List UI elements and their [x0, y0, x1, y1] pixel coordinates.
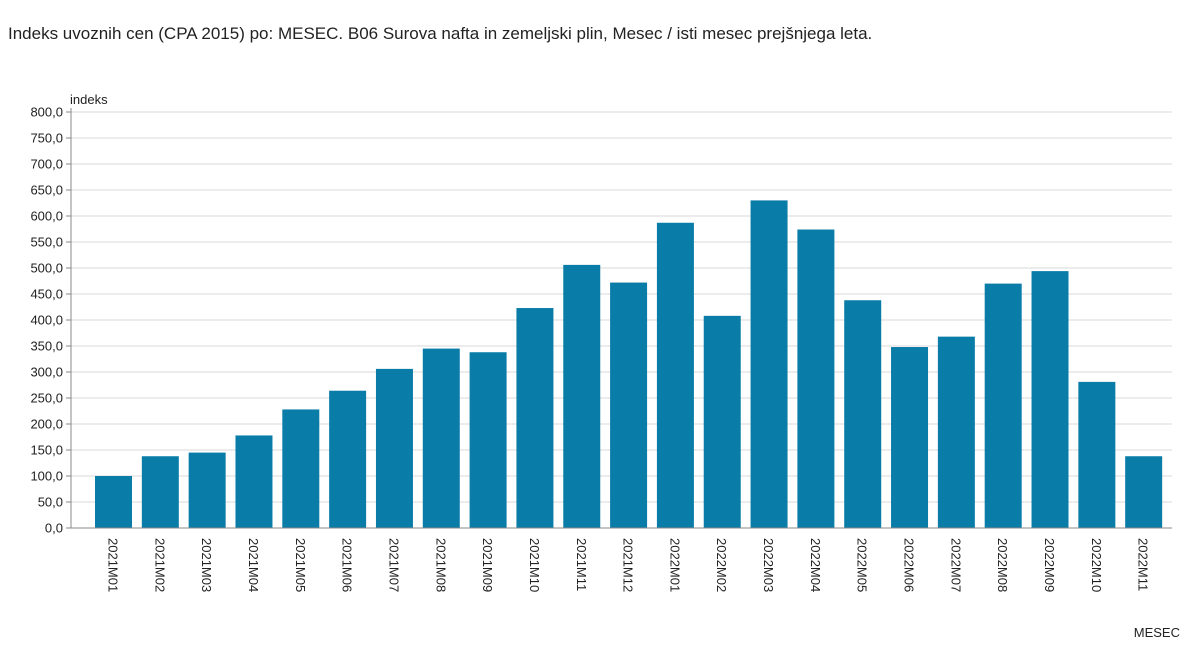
x-tick-label: 2021M04 — [246, 538, 261, 592]
y-tick-label: 100,0 — [30, 469, 63, 484]
x-tick-label: 2021M02 — [152, 538, 167, 592]
bar — [750, 200, 788, 528]
bar — [844, 300, 882, 528]
bar — [282, 409, 320, 528]
bar — [563, 264, 601, 528]
y-tick-label: 600,0 — [30, 209, 63, 224]
y-tick-label: 500,0 — [30, 261, 63, 276]
y-tick-label: 800,0 — [30, 105, 63, 120]
bar — [656, 222, 694, 528]
bar — [610, 282, 648, 528]
x-tick-label: 2022M06 — [902, 538, 917, 592]
bar — [703, 315, 741, 528]
chart-title: Indeks uvoznih cen (CPA 2015) po: MESEC.… — [8, 24, 873, 43]
y-tick-label: 400,0 — [30, 313, 63, 328]
axes: 0,0 50,0 100,0 150,0 200,0 250,0 300,0 350,0 400… — [30, 105, 1172, 592]
x-tick-label: 2022M03 — [761, 538, 776, 592]
bar — [469, 352, 507, 528]
y-tick-label: 150,0 — [30, 443, 63, 458]
x-tick-label: 2022M02 — [714, 538, 729, 592]
y-tick-label: 250,0 — [30, 391, 63, 406]
y-axis-label: indeks — [70, 92, 108, 107]
bar — [984, 283, 1022, 528]
x-tick-label: 2021M09 — [480, 538, 495, 592]
y-tick-label: 750,0 — [30, 131, 63, 146]
bar — [516, 308, 554, 528]
y-tick-label: 350,0 — [30, 339, 63, 354]
bar — [1078, 381, 1116, 528]
bar — [235, 435, 273, 528]
x-tick-label: 2022M08 — [995, 538, 1010, 592]
x-tick-label: 2022M04 — [808, 538, 823, 592]
x-tick-label: 2022M07 — [948, 538, 963, 592]
x-tick-label: 2021M11 — [574, 538, 589, 591]
y-tick-label: 200,0 — [30, 417, 63, 432]
x-tick-label: 2022M09 — [1042, 538, 1057, 592]
y-tick-label: 50,0 — [38, 495, 63, 510]
x-tick-label: 2022M11 — [1136, 538, 1151, 591]
x-tick-label: 2022M10 — [1089, 538, 1104, 592]
x-tick-label: 2022M05 — [855, 538, 870, 592]
y-tick-label: 700,0 — [30, 157, 63, 172]
bar — [937, 336, 975, 528]
y-tick-label: 550,0 — [30, 235, 63, 250]
y-tick-label: 650,0 — [30, 183, 63, 198]
bar — [188, 452, 226, 528]
bar — [1125, 456, 1163, 528]
bars — [95, 200, 1163, 528]
x-axis-label: MESEC — [1134, 625, 1180, 640]
x-tick-label: 2021M01 — [105, 538, 120, 592]
x-tick-label: 2021M10 — [527, 538, 542, 592]
y-tick-label: 300,0 — [30, 365, 63, 380]
bar — [891, 347, 929, 528]
bar — [375, 368, 413, 528]
bar — [141, 456, 179, 528]
bar — [1031, 271, 1069, 528]
x-tick-label: 2021M07 — [386, 538, 401, 592]
bar — [95, 476, 132, 528]
x-tick-label: 2021M06 — [340, 538, 355, 592]
bar — [422, 348, 460, 528]
x-tick-label: 2021M08 — [433, 538, 448, 592]
x-tick-label: 2021M12 — [621, 538, 636, 592]
y-tick-label: 0,0 — [45, 521, 63, 536]
bar — [797, 229, 835, 528]
x-tick-label: 2022M01 — [667, 538, 682, 592]
y-tick-label: 450,0 — [30, 287, 63, 302]
bar — [329, 390, 367, 528]
x-tick-label: 2021M03 — [199, 538, 214, 592]
x-tick-label: 2021M05 — [293, 538, 308, 592]
